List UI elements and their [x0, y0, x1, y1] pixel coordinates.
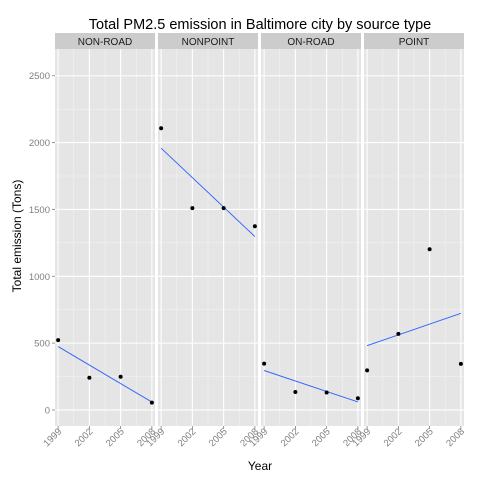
data-point: [365, 368, 370, 373]
x-tick-label: 2005: [207, 426, 230, 449]
data-point: [324, 390, 329, 395]
data-point: [221, 206, 226, 211]
trend-line: [160, 147, 256, 237]
y-tick-label: 1000: [29, 272, 50, 283]
facet-strip-label: NONPOINT: [182, 37, 235, 48]
data-point: [118, 374, 123, 379]
data-point: [427, 247, 432, 252]
x-tick-label: 2002: [382, 426, 405, 449]
facet-strip: [261, 33, 361, 49]
facet-strip: [55, 33, 155, 49]
data-point: [458, 361, 463, 366]
data-point: [87, 375, 92, 380]
x-tick-label: 1999: [42, 426, 65, 449]
data-point: [396, 331, 401, 336]
facet-strip-label: NON-ROAD: [78, 37, 132, 48]
data-point: [262, 361, 267, 366]
trend-line: [57, 346, 153, 403]
facet-strip-label: ON-ROAD: [287, 37, 334, 48]
trend-line: [263, 370, 359, 403]
data-point: [252, 224, 257, 229]
data-point: [56, 338, 61, 343]
data-point: [190, 206, 195, 211]
x-tick-label: 2008: [444, 426, 467, 449]
y-tick-label: 2000: [29, 138, 50, 149]
chart-title: Total PM2.5 emission in Baltimore city b…: [89, 17, 432, 33]
data-point: [159, 126, 164, 131]
x-tick-label: 2005: [310, 426, 333, 449]
y-tick-label: 0: [45, 405, 50, 416]
data-point: [293, 390, 298, 395]
trend-line: [366, 312, 462, 347]
y-tick-label: 2500: [29, 71, 50, 82]
facet-strip-label: POINT: [399, 37, 430, 48]
facet-strip: [158, 33, 258, 49]
x-tick-label: 2005: [413, 426, 436, 449]
y-axis: 0 500 1000 1500 2000 2500: [29, 71, 55, 416]
data-point: [355, 396, 360, 401]
data-point: [149, 400, 154, 405]
x-tick-label: 2005: [104, 426, 127, 449]
x-axis-label: Year: [248, 459, 272, 473]
facet-strip: [364, 33, 464, 49]
x-tick-label: 2002: [73, 426, 96, 449]
x-tick-label: 2002: [176, 426, 199, 449]
y-tick-label: 1500: [29, 205, 50, 216]
y-tick-label: 500: [34, 339, 50, 350]
x-tick-label: 2002: [279, 426, 302, 449]
y-axis-label: Total emission (Tons): [10, 180, 24, 293]
